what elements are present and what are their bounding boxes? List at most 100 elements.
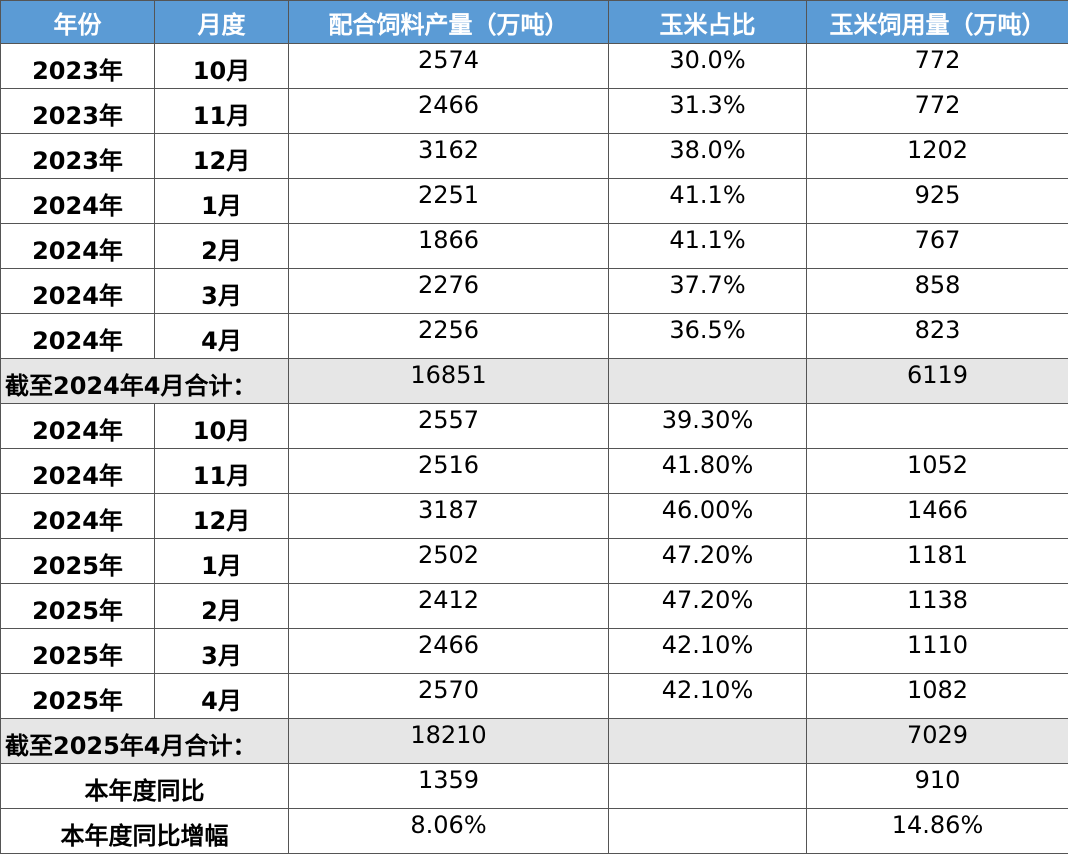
table-row: 2024年 10月 2557 39.30%: [1, 404, 1068, 449]
subtotal-label: 截至2024年4月合计：: [1, 359, 289, 404]
header-corn-usage: 玉米饲用量（万吨）: [807, 1, 1068, 44]
subtotal-corn-cell: 6119: [807, 359, 1068, 404]
yoy-growth-label: 本年度同比增幅: [1, 809, 289, 854]
feed-cell: 3187: [289, 494, 609, 539]
corn-cell: 1202: [807, 134, 1068, 179]
ratio-cell: 42.10%: [609, 674, 807, 719]
ratio-cell: 46.00%: [609, 494, 807, 539]
table-row: 2024年 3月 2276 37.7% 858: [1, 269, 1068, 314]
feed-cell: 3162: [289, 134, 609, 179]
table-row: 2024年 4月 2256 36.5% 823: [1, 314, 1068, 359]
corn-cell: 1110: [807, 629, 1068, 674]
ratio-cell: 41.80%: [609, 449, 807, 494]
corn-cell: 767: [807, 224, 1068, 269]
year-cell: 2024年: [1, 179, 155, 224]
month-cell: 1月: [155, 179, 289, 224]
year-cell: 2024年: [1, 269, 155, 314]
ratio-cell: 39.30%: [609, 404, 807, 449]
subtotal-corn-cell: 7029: [807, 719, 1068, 764]
subtotal-feed-cell: 18210: [289, 719, 609, 764]
month-cell: 4月: [155, 674, 289, 719]
table-row: 2025年 1月 2502 47.20% 1181: [1, 539, 1068, 584]
table-row: 2023年 12月 3162 38.0% 1202: [1, 134, 1068, 179]
feed-cell: 2502: [289, 539, 609, 584]
subtotal-ratio-cell: [609, 359, 807, 404]
year-cell: 2025年: [1, 539, 155, 584]
table-row: 2023年 10月 2574 30.0% 772: [1, 44, 1068, 89]
subtotal-row-2025: 截至2025年4月合计： 18210 7029: [1, 719, 1068, 764]
ratio-cell: 41.1%: [609, 179, 807, 224]
table-row: 2025年 2月 2412 47.20% 1138: [1, 584, 1068, 629]
ratio-cell: 41.1%: [609, 224, 807, 269]
table-header: 年份 月度 配合饲料产量（万吨） 玉米占比 玉米饲用量（万吨）: [1, 1, 1068, 44]
ratio-cell: 30.0%: [609, 44, 807, 89]
yoy-corn-cell: 910: [807, 764, 1068, 809]
year-cell: 2023年: [1, 44, 155, 89]
year-cell: 2025年: [1, 629, 155, 674]
month-cell: 4月: [155, 314, 289, 359]
table-row: 2024年 12月 3187 46.00% 1466: [1, 494, 1068, 539]
header-row: 年份 月度 配合饲料产量（万吨） 玉米占比 玉米饲用量（万吨）: [1, 1, 1068, 44]
feed-cell: 1866: [289, 224, 609, 269]
corn-cell: 772: [807, 89, 1068, 134]
year-cell: 2025年: [1, 584, 155, 629]
table-row: 2024年 11月 2516 41.80% 1052: [1, 449, 1068, 494]
ratio-cell: 38.0%: [609, 134, 807, 179]
ratio-cell: 47.20%: [609, 584, 807, 629]
corn-cell: [807, 404, 1068, 449]
table-row: 2024年 1月 2251 41.1% 925: [1, 179, 1068, 224]
yoy-growth-ratio-cell: [609, 809, 807, 854]
yoy-growth-row: 本年度同比增幅 8.06% 14.86%: [1, 809, 1068, 854]
header-year: 年份: [1, 1, 155, 44]
feed-cell: 2276: [289, 269, 609, 314]
feed-cell: 2574: [289, 44, 609, 89]
ratio-cell: 42.10%: [609, 629, 807, 674]
feed-cell: 2466: [289, 89, 609, 134]
month-cell: 12月: [155, 134, 289, 179]
table-row: 2023年 11月 2466 31.3% 772: [1, 89, 1068, 134]
month-cell: 3月: [155, 269, 289, 314]
feed-cell: 2570: [289, 674, 609, 719]
ratio-cell: 31.3%: [609, 89, 807, 134]
month-cell: 10月: [155, 44, 289, 89]
month-cell: 10月: [155, 404, 289, 449]
year-cell: 2025年: [1, 674, 155, 719]
subtotal-feed-cell: 16851: [289, 359, 609, 404]
subtotal-ratio-cell: [609, 719, 807, 764]
header-corn-ratio: 玉米占比: [609, 1, 807, 44]
year-cell: 2024年: [1, 314, 155, 359]
year-cell: 2024年: [1, 404, 155, 449]
yoy-row: 本年度同比 1359 910: [1, 764, 1068, 809]
feed-cell: 2466: [289, 629, 609, 674]
corn-cell: 858: [807, 269, 1068, 314]
table-row: 2025年 4月 2570 42.10% 1082: [1, 674, 1068, 719]
yoy-ratio-cell: [609, 764, 807, 809]
corn-cell: 1082: [807, 674, 1068, 719]
corn-cell: 1181: [807, 539, 1068, 584]
year-cell: 2023年: [1, 134, 155, 179]
feed-cell: 2251: [289, 179, 609, 224]
feed-cell: 2516: [289, 449, 609, 494]
corn-cell: 772: [807, 44, 1068, 89]
month-cell: 11月: [155, 449, 289, 494]
header-month: 月度: [155, 1, 289, 44]
month-cell: 2月: [155, 584, 289, 629]
month-cell: 12月: [155, 494, 289, 539]
month-cell: 11月: [155, 89, 289, 134]
ratio-cell: 47.20%: [609, 539, 807, 584]
feed-cell: 2256: [289, 314, 609, 359]
feed-cell: 2412: [289, 584, 609, 629]
corn-cell: 925: [807, 179, 1068, 224]
ratio-cell: 36.5%: [609, 314, 807, 359]
year-cell: 2024年: [1, 449, 155, 494]
corn-cell: 823: [807, 314, 1068, 359]
month-cell: 2月: [155, 224, 289, 269]
yoy-label: 本年度同比: [1, 764, 289, 809]
table-body: 2023年 10月 2574 30.0% 772 2023年 11月 2466 …: [1, 44, 1068, 854]
ratio-cell: 37.7%: [609, 269, 807, 314]
yoy-growth-feed-cell: 8.06%: [289, 809, 609, 854]
month-cell: 3月: [155, 629, 289, 674]
header-feed-output: 配合饲料产量（万吨）: [289, 1, 609, 44]
year-cell: 2023年: [1, 89, 155, 134]
